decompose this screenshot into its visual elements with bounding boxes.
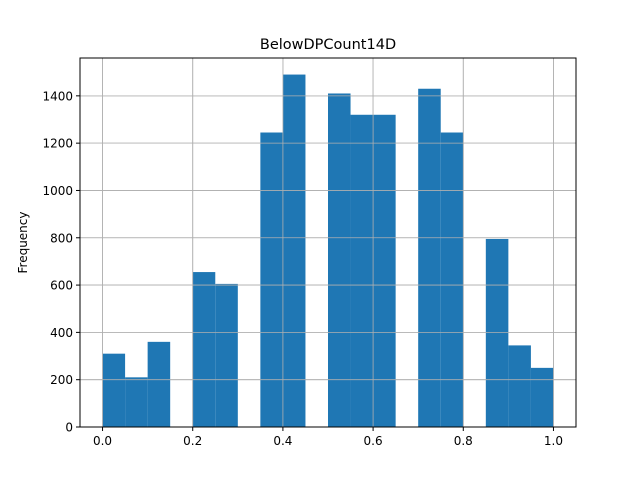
- histogram-bar: [440, 132, 464, 427]
- x-tick-label: 0.4: [273, 434, 292, 448]
- histogram-bar: [282, 74, 306, 428]
- histogram-bar: [350, 114, 374, 428]
- x-tick-label: 1.0: [544, 434, 563, 448]
- y-tick-label: 800: [50, 231, 73, 245]
- histogram-bar: [192, 272, 216, 427]
- histogram-bar: [147, 341, 171, 427]
- y-tick-label: 400: [50, 326, 73, 340]
- histogram-bar: [125, 377, 148, 427]
- histogram-bar: [508, 345, 531, 427]
- histogram-bar: [485, 238, 509, 427]
- y-tick-label: 600: [50, 279, 73, 293]
- chart-title: BelowDPCount14D: [260, 37, 396, 53]
- y-tick-label: 1000: [42, 184, 73, 198]
- histogram-bars: [102, 74, 554, 428]
- histogram-bar: [260, 132, 283, 427]
- x-axis: 0.0 0.2 0.4 0.6 0.8 1.0: [93, 427, 563, 448]
- plot-area-frame: [79, 57, 577, 428]
- histogram-bar: [418, 88, 441, 427]
- x-tick-label: 0.2: [183, 434, 202, 448]
- y-axis: 0 200 400 600 800 1000 1200 1400: [42, 89, 80, 435]
- grid-lines-overlay: [80, 58, 576, 428]
- y-tick-label: 0: [65, 421, 73, 435]
- y-axis-label: Frequency: [16, 212, 30, 274]
- x-tick-label: 0.6: [364, 434, 383, 448]
- y-tick-label: 1200: [42, 137, 73, 151]
- x-tick-label: 0.0: [93, 434, 112, 448]
- histogram-bar: [215, 283, 238, 427]
- x-tick-label: 0.8: [454, 434, 473, 448]
- y-tick-label: 200: [50, 373, 73, 387]
- histogram-bar: [102, 353, 126, 427]
- histogram-bar: [328, 93, 351, 427]
- y-tick-label: 1400: [42, 89, 73, 103]
- histogram-bar: [373, 114, 396, 428]
- histogram-bar: [530, 367, 554, 427]
